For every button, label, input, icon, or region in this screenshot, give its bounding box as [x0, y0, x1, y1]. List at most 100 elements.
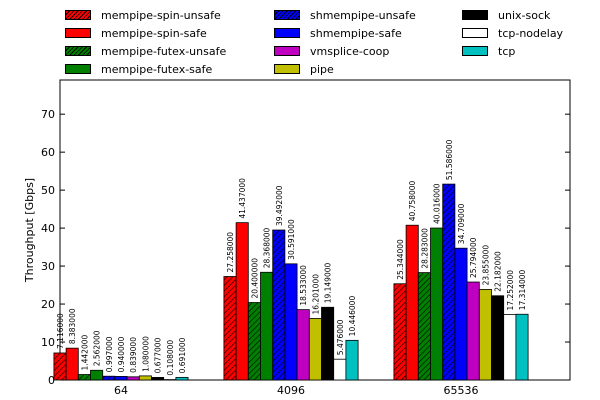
y-tick-label: 60 [41, 146, 55, 159]
legend-swatch [65, 28, 91, 38]
bar-value-label: 22.182000 [494, 251, 503, 292]
bar [235, 222, 249, 381]
bar [491, 295, 505, 381]
bar-value-label: 41.437000 [238, 178, 247, 219]
legend-swatch [65, 10, 91, 20]
legend-item: mempipe-spin-unsafe [65, 8, 221, 22]
bar [65, 347, 79, 381]
legend: mempipe-spin-unsafe mempipe-spin-safe memp… [0, 0, 600, 80]
bar [345, 339, 359, 381]
legend-item: unix-sock [462, 8, 550, 22]
legend-item: pipe [274, 62, 334, 76]
bar [442, 183, 456, 381]
bar-value-label: 8.383000 [68, 308, 77, 344]
y-tick-label: 30 [41, 260, 55, 273]
legend-label: mempipe-futex-unsafe [101, 44, 227, 58]
y-tick-label: 50 [41, 184, 55, 197]
legend-label: pipe [310, 62, 334, 76]
legend-label: mempipe-futex-safe [101, 62, 213, 76]
bar-value-label: 0.691000 [178, 337, 187, 373]
bar [223, 276, 237, 381]
legend-item: mempipe-futex-unsafe [65, 44, 226, 58]
bar-value-label: 17.314000 [518, 269, 527, 310]
bar [175, 376, 189, 381]
bar-value-label: 18.533000 [299, 265, 308, 306]
bar-value-label: 39.492000 [275, 185, 284, 226]
bar-value-label: 7.116000 [56, 313, 65, 349]
bar [417, 272, 431, 381]
bar-value-label: 0.677000 [154, 337, 163, 373]
bar-value-label: 28.368000 [263, 227, 272, 268]
legend-item: vmsplice-coop [274, 44, 389, 58]
bar [114, 376, 128, 381]
legend-label: unix-sock [498, 8, 551, 22]
bar [478, 289, 492, 381]
bar-value-label: 16.201000 [311, 274, 320, 315]
legend-swatch [65, 64, 91, 74]
bar [151, 377, 165, 381]
bar-value-label: 1.442000 [80, 335, 89, 371]
legend-label: shmempipe-safe [310, 26, 402, 40]
bar-value-label: 0.997000 [105, 336, 114, 372]
legend-item: mempipe-futex-safe [65, 62, 212, 76]
bar [272, 229, 286, 381]
bar [393, 283, 407, 381]
legend-swatch [274, 10, 300, 20]
legend-label: shmempipe-unsafe [310, 8, 416, 22]
bar [515, 313, 529, 381]
legend-swatch [65, 46, 91, 56]
bar [247, 302, 261, 381]
bar-value-label: 17.252000 [506, 270, 515, 311]
legend-label: vmsplice-coop [310, 44, 390, 58]
bar [333, 358, 347, 381]
bar [503, 314, 517, 381]
x-tick-label: 4096 [277, 384, 305, 397]
y-tick-label: 40 [41, 222, 55, 235]
bar [296, 309, 310, 381]
legend-label: tcp-nodelay [498, 26, 564, 40]
bar-value-label: 19.149000 [324, 262, 333, 303]
bar-value-label: 1.080000 [141, 336, 150, 372]
bar [53, 352, 67, 381]
y-tick-label: 0 [48, 374, 55, 387]
bar [102, 375, 116, 381]
bar [284, 263, 298, 381]
bar [90, 369, 104, 381]
legend-item: tcp-nodelay [462, 26, 563, 40]
legend-item: shmempipe-safe [274, 26, 402, 40]
y-tick-label: 10 [41, 336, 55, 349]
bar [126, 376, 140, 381]
bar [77, 374, 91, 381]
bar-value-label: 40.758000 [408, 180, 417, 221]
bar-value-label: 0.839000 [129, 337, 138, 373]
bar [466, 281, 480, 381]
bar-value-label: 0.108000 [166, 340, 175, 376]
bar [454, 247, 468, 381]
legend-swatch [274, 64, 300, 74]
y-tick-label: 20 [41, 298, 55, 311]
bar [321, 306, 335, 381]
bar-value-label: 30.591000 [287, 219, 296, 260]
bar [260, 271, 274, 381]
bar-value-label: 34.709000 [457, 203, 466, 244]
bar-value-label: 28.283000 [420, 228, 429, 269]
legend-item: mempipe-spin-safe [65, 26, 207, 40]
legend-label: mempipe-spin-unsafe [101, 8, 221, 22]
legend-label: tcp [498, 44, 516, 58]
bar-value-label: 20.400000 [250, 258, 259, 299]
x-tick-label: 65536 [444, 384, 479, 397]
legend-swatch [274, 46, 300, 56]
bar-value-label: 0.940000 [117, 336, 126, 372]
bar-value-label: 10.446000 [348, 296, 357, 337]
legend-swatch [462, 10, 488, 20]
legend-swatch [274, 28, 300, 38]
x-tick-label: 64 [114, 384, 128, 397]
bar [405, 224, 419, 381]
bar-value-label: 2.562000 [93, 330, 102, 366]
legend-swatch [462, 46, 488, 56]
y-axis-label: Throughput [Gbps] [23, 178, 36, 283]
legend-label: mempipe-spin-safe [101, 26, 207, 40]
bar-value-label: 40.016000 [433, 183, 442, 224]
bar [308, 318, 322, 381]
